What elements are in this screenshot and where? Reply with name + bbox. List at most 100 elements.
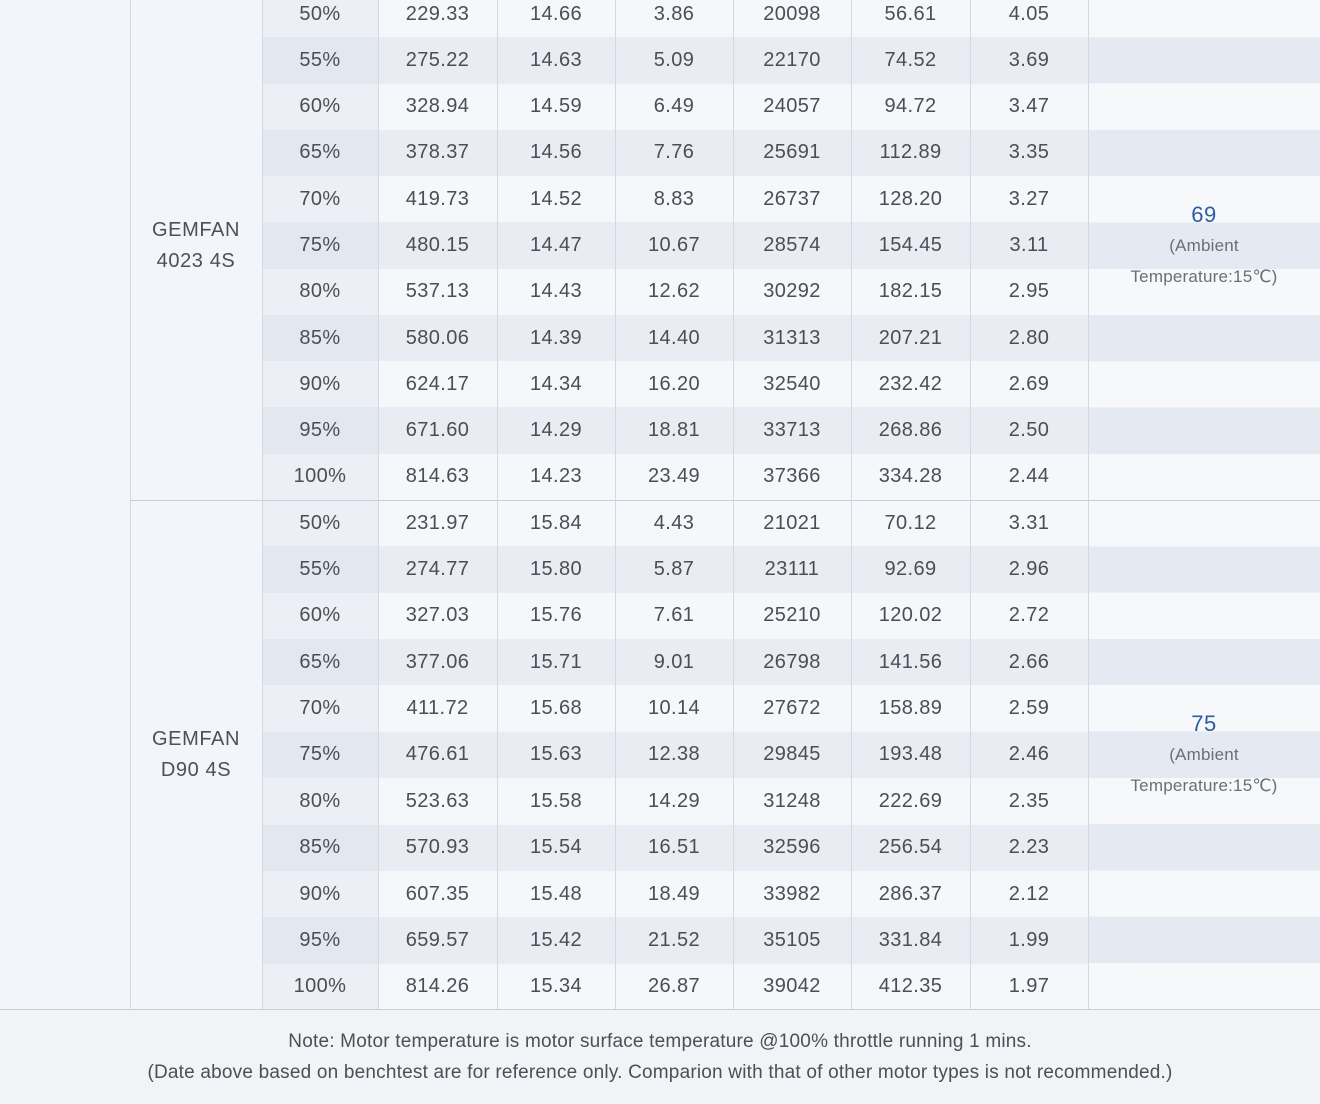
cell-efficiency: 2.59 (970, 685, 1088, 732)
cell-current: 14.29 (615, 778, 733, 825)
column-border (615, 0, 616, 1010)
cell-power: 154.45 (851, 222, 970, 269)
cell-current: 9.01 (615, 639, 733, 686)
cell-voltage: 14.29 (497, 407, 615, 454)
cell-rpm: 25691 (733, 129, 851, 177)
cell-rpm: 35105 (733, 917, 851, 964)
cell-power: 74.52 (851, 37, 970, 84)
cell-current: 7.61 (615, 592, 733, 640)
cell-voltage: 15.68 (497, 685, 615, 732)
cell-thrust: 480.15 (378, 222, 497, 269)
temperature-value: 69 (1191, 201, 1217, 227)
footnote-line2: (Date above based on benchtest are for r… (147, 1062, 1173, 1083)
cell-efficiency: 3.11 (970, 222, 1088, 269)
cell-efficiency: 2.69 (970, 361, 1088, 408)
ambient-temperature-note: Temperature:15℃) (1130, 776, 1278, 795)
cell-current: 16.51 (615, 824, 733, 871)
table-row: 85% 580.06 14.39 14.40 31313 207.21 2.80 (262, 314, 1088, 362)
cell-thrust: 274.77 (378, 546, 497, 593)
cell-throttle: 85% (262, 314, 378, 362)
cell-voltage: 14.47 (497, 222, 615, 269)
table-bottom-border (0, 1009, 1320, 1010)
cell-throttle: 80% (262, 268, 378, 315)
cell-voltage: 15.54 (497, 824, 615, 871)
cell-throttle: 90% (262, 361, 378, 408)
cell-thrust: 378.37 (378, 129, 497, 177)
cell-rpm: 30292 (733, 268, 851, 315)
cell-thrust: 570.93 (378, 824, 497, 871)
cell-efficiency: 1.99 (970, 917, 1088, 964)
cell-voltage: 14.39 (497, 314, 615, 362)
cell-rpm: 39042 (733, 963, 851, 1010)
table-row: 65% 377.06 15.71 9.01 26798 141.56 2.66 (262, 639, 1088, 686)
cell-current: 10.14 (615, 685, 733, 732)
cell-power: 141.56 (851, 639, 970, 686)
cell-current: 7.76 (615, 129, 733, 177)
cell-voltage: 15.34 (497, 963, 615, 1010)
cell-power: 412.35 (851, 963, 970, 1010)
cell-throttle: 50% (262, 0, 378, 38)
cell-power: 128.20 (851, 176, 970, 223)
ambient-temperature-note: (Ambient (1169, 745, 1239, 764)
table-row: 70% 419.73 14.52 8.83 26737 128.20 3.27 (262, 176, 1088, 223)
cell-thrust: 328.94 (378, 83, 497, 130)
table-left-column (0, 0, 130, 1010)
temperature-value: 75 (1191, 711, 1217, 736)
cell-voltage: 15.42 (497, 917, 615, 964)
cell-efficiency: 2.50 (970, 407, 1088, 454)
cell-throttle: 65% (262, 639, 378, 686)
cell-current: 14.40 (615, 314, 733, 362)
cell-power: 56.61 (851, 0, 970, 38)
table-row: 100% 814.26 15.34 26.87 39042 412.35 1.97 (262, 963, 1088, 1010)
cell-rpm: 33713 (733, 407, 851, 454)
motor-temperature-cell: 75 (Ambient Temperature:15℃) (1088, 500, 1320, 1010)
cell-throttle: 100% (262, 963, 378, 1010)
table-row: 60% 328.94 14.59 6.49 24057 94.72 3.47 (262, 83, 1088, 130)
table-row: 80% 537.13 14.43 12.62 30292 182.15 2.95 (262, 268, 1088, 315)
footnote-line1: Note: Motor temperature is motor surface… (288, 1031, 1032, 1052)
motor-test-table: GEMFAN 4023 4S 50% 229.33 14.66 3.86 20098 56.6… (0, 0, 1320, 1010)
cell-efficiency: 2.95 (970, 268, 1088, 315)
cell-power: 112.89 (851, 129, 970, 177)
cell-current: 5.09 (615, 37, 733, 84)
cell-rpm: 37366 (733, 453, 851, 500)
cell-rpm: 27672 (733, 685, 851, 732)
motor-label-motor_line1: GEMFAN (151, 218, 241, 241)
table-row: 90% 607.35 15.48 18.49 33982 286.37 2.12 (262, 870, 1088, 918)
cell-power: 268.86 (851, 407, 970, 454)
cell-power: 193.48 (851, 731, 970, 779)
table-row: 90% 624.17 14.34 16.20 32540 232.42 2.69 (262, 361, 1088, 408)
cell-voltage: 14.59 (497, 83, 615, 130)
cell-voltage: 14.43 (497, 268, 615, 315)
cell-power: 256.54 (851, 824, 970, 871)
cell-rpm: 31248 (733, 778, 851, 825)
motor-label-motor_line1: GEMFAN (151, 728, 241, 750)
cell-current: 16.20 (615, 361, 733, 408)
table-row: 80% 523.63 15.58 14.29 31248 222.69 2.35 (262, 778, 1088, 825)
table-row: 50% 229.33 14.66 3.86 20098 56.61 4.05 (262, 0, 1088, 38)
motor-label: GEMFAN 4023 4S (130, 0, 262, 500)
table-row: 65% 378.37 14.56 7.76 25691 112.89 3.35 (262, 129, 1088, 177)
cell-current: 18.49 (615, 870, 733, 918)
column-border (970, 0, 971, 1010)
cell-voltage: 15.76 (497, 592, 615, 640)
cell-thrust: 814.63 (378, 453, 497, 500)
cell-current: 8.83 (615, 176, 733, 223)
table-row: 70% 411.72 15.68 10.14 27672 158.89 2.59 (262, 685, 1088, 732)
cell-thrust: 476.61 (378, 731, 497, 779)
cell-efficiency: 2.80 (970, 314, 1088, 362)
cell-rpm: 20098 (733, 0, 851, 38)
cell-throttle: 65% (262, 129, 378, 177)
cell-throttle: 60% (262, 83, 378, 130)
cell-rpm: 25210 (733, 592, 851, 640)
footnote: Note: Motor temperature is motor surface… (0, 1010, 1320, 1104)
cell-rpm: 31313 (733, 314, 851, 362)
ambient-temperature-note: (Ambient (1169, 235, 1239, 255)
cell-throttle: 50% (262, 500, 378, 547)
cell-thrust: 419.73 (378, 176, 497, 223)
column-border (130, 0, 131, 1010)
cell-power: 222.69 (851, 778, 970, 825)
table-row: 75% 476.61 15.63 12.38 29845 193.48 2.46 (262, 731, 1088, 779)
cell-rpm: 26798 (733, 639, 851, 686)
